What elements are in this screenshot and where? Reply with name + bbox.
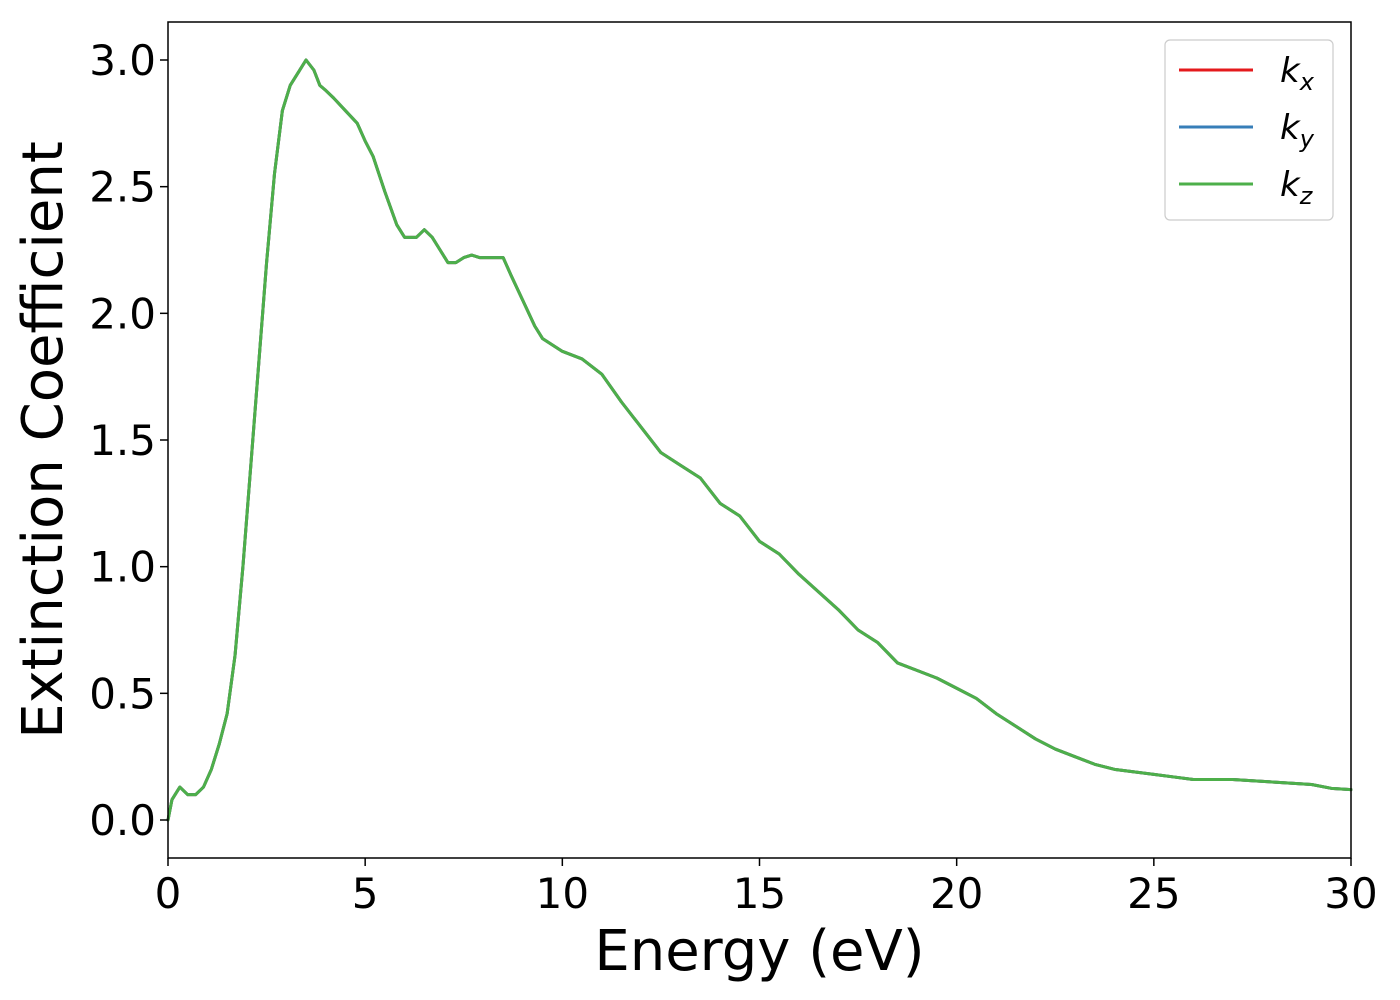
y-tick-label: 0.5 [89, 669, 156, 718]
x-tick-label: 20 [930, 869, 983, 918]
x-axis: 0 5 10 15 20 25 30 [155, 858, 1378, 918]
plot-background [168, 22, 1351, 858]
y-axis-label: Extinction Coefficient [11, 141, 76, 739]
y-tick-label: 1.0 [89, 543, 156, 592]
series-line-z [166, 58, 1353, 822]
legend-frame [1164, 39, 1334, 221]
x-tick-label: 30 [1324, 869, 1377, 918]
x-tick-label: 5 [352, 869, 379, 918]
y-tick-label: 2.0 [89, 289, 156, 338]
legend-label-y: ky [1280, 108, 1315, 153]
legend: kx ky kz [1164, 39, 1334, 221]
y-tick-label: 1.5 [89, 416, 156, 465]
x-tick-label: 15 [733, 869, 786, 918]
y-tick-label: 2.5 [89, 163, 156, 212]
x-tick-label: 0 [155, 869, 182, 918]
legend-label-z: kz [1280, 165, 1314, 210]
series-layer [166, 58, 1353, 822]
y-tick-label: 0.0 [89, 796, 156, 845]
x-tick-label: 10 [536, 869, 589, 918]
legend-label-x: kx [1280, 51, 1315, 96]
x-tick-label: 25 [1127, 869, 1180, 918]
y-tick-label: 3.0 [89, 36, 156, 85]
x-axis-label: Energy (eV) [594, 919, 924, 984]
y-axis: 0.0 0.5 1.0 1.5 2.0 2.5 3.0 [89, 36, 168, 845]
